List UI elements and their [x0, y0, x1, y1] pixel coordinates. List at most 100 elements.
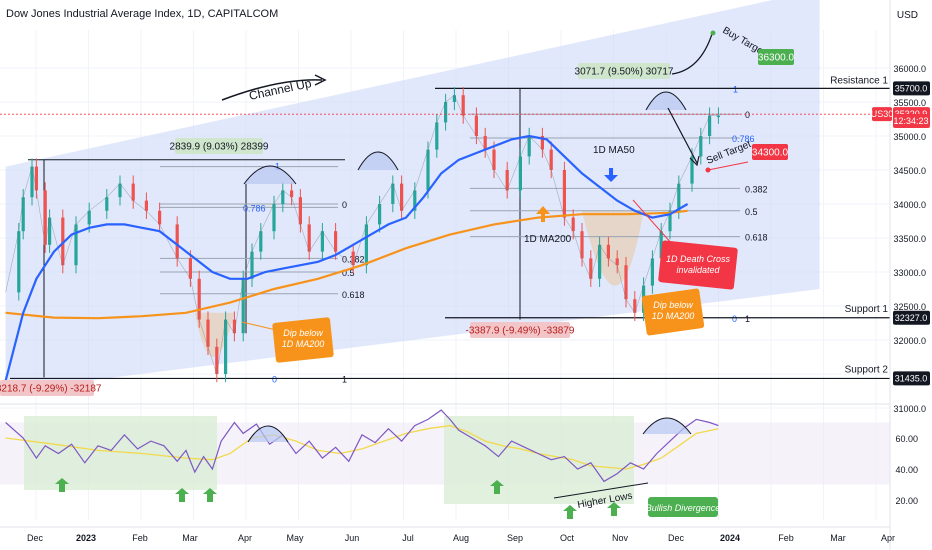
- candle-body-17: [197, 278, 201, 320]
- price-badge-2: 12:34:23: [893, 116, 928, 126]
- time-tick-16: Apr: [881, 533, 895, 543]
- candle-body-38: [426, 149, 430, 191]
- buy-target-value: 36300.0: [758, 53, 795, 64]
- candle-body-32: [351, 251, 355, 266]
- top-arc-2: [645, 91, 687, 111]
- candle-body-7: [61, 217, 65, 266]
- buy-target-dot: [710, 30, 716, 36]
- ma50-line: [4, 134, 689, 382]
- candle-body-23: [250, 251, 254, 279]
- fib-right-label-786: 0.786: [732, 134, 755, 144]
- time-tick-2: Feb: [132, 533, 148, 543]
- fib-right-label-0-bottom: 0: [732, 314, 737, 324]
- measure-mid-label-bg: [175, 138, 263, 154]
- fib-right-label-1-top: 1: [733, 84, 738, 94]
- candle-body-67: [708, 115, 712, 136]
- measure-top-label: 3071.7 (9.50%) 30717: [575, 67, 674, 78]
- candle-body-33: [364, 224, 368, 266]
- candle-body-12: [131, 183, 135, 201]
- sell-target-arrow: [667, 107, 698, 164]
- candle-body-26: [281, 190, 285, 204]
- price-line: [5, 94, 719, 375]
- measure-bottom-label-bg: [470, 322, 570, 338]
- price-tick-5: 33500.0: [893, 234, 926, 244]
- price-tick-10: 31000.0: [893, 404, 926, 414]
- candle-body-16: [188, 258, 192, 279]
- dip-zone-right: [582, 210, 644, 286]
- price-tick-7: 32500.0: [893, 302, 926, 312]
- candle-body-47: [518, 156, 522, 191]
- measure-top-label-bg: [578, 63, 670, 79]
- sell-target-dot: [705, 167, 711, 173]
- candle-body-64: [677, 183, 681, 211]
- price-tick-4: 34000.0: [893, 200, 926, 210]
- candle-body-50: [549, 149, 553, 170]
- ma200-arrow: [536, 206, 550, 222]
- time-tick-3: Mar: [182, 533, 198, 543]
- candle-body-31: [334, 231, 338, 252]
- dip-right-text-1: Dip below: [653, 300, 693, 310]
- bullish-divergence-box: [648, 497, 718, 517]
- candle-body-37: [413, 190, 417, 211]
- candle-body-58: [624, 265, 628, 300]
- dip-right-text-2: 1D MA200: [652, 311, 695, 321]
- sell-target-line: [707, 161, 749, 171]
- bullish-divergence-label: Bullish Divergence: [646, 503, 721, 513]
- time-tick-14: Feb: [778, 533, 794, 543]
- candle-body-9: [87, 210, 91, 225]
- fib-left-label-0: 0: [272, 374, 277, 384]
- candle-body-55: [598, 244, 602, 279]
- candle-body-62: [659, 231, 663, 259]
- rsi-tick-1: 40.00: [895, 465, 918, 475]
- candle-body-45: [492, 149, 496, 170]
- rsi-green-arrow-3: [490, 480, 504, 494]
- price-badge-bg-4: [893, 371, 930, 386]
- candle-body-66: [699, 136, 703, 157]
- resistance-1-label: Resistance 1: [830, 75, 888, 86]
- time-tick-10: Oct: [560, 533, 575, 543]
- ma200-label: 1D MA200: [524, 234, 572, 245]
- fib-right-label-618: 0.618: [745, 233, 768, 243]
- rsi-green-arrow-0: [55, 478, 69, 492]
- candle-body-21: [232, 319, 236, 334]
- time-tick-12: Dec: [668, 533, 685, 543]
- rsi-green-arrow-4: [563, 505, 577, 519]
- death-cross-box: [658, 240, 738, 290]
- candle-body-27: [290, 190, 294, 198]
- candle-body-36: [400, 183, 404, 211]
- candle-body-10: [105, 197, 109, 211]
- ma50-arrow: [604, 168, 618, 182]
- dip-right-box: [641, 288, 705, 336]
- dip-left-pointer: [241, 321, 277, 331]
- measure-bottom-label: -3387.9 (-9.49%) -33879: [466, 326, 575, 337]
- rsi-green-zone-right: [444, 416, 634, 504]
- fib-mid-label-618: 0.618: [342, 290, 365, 300]
- channel-arrow-head: [314, 74, 327, 86]
- currency-label[interactable]: USD: [896, 10, 918, 21]
- candle-body-43: [474, 115, 478, 136]
- candle-body-68: [716, 115, 720, 118]
- candle-body-29: [307, 224, 311, 252]
- sell-target-value-bg: [752, 144, 788, 160]
- time-tick-6: Jun: [345, 533, 360, 543]
- candle-body-54: [589, 258, 593, 279]
- time-tick-7: Jul: [402, 533, 414, 543]
- buy-target-value-bg: [758, 49, 794, 65]
- fib-mid-label-0: 0: [342, 200, 347, 210]
- death-cross-pointer: [632, 199, 673, 245]
- top-arc-1: [357, 151, 399, 171]
- price-badge-bg-2: [893, 114, 930, 129]
- candle-body-14: [158, 210, 162, 225]
- candle-body-3: [30, 166, 34, 198]
- measure-left-label: -3218.7 (-9.29%) -32187: [0, 384, 102, 395]
- candle-body-39: [435, 122, 439, 150]
- fib-mid-label-5: 0.5: [342, 268, 355, 278]
- candle-body-51: [562, 170, 566, 218]
- ma50-label: 1D MA50: [593, 145, 635, 156]
- fib-mid-label-1: 1: [275, 162, 280, 172]
- candle-body-57: [615, 258, 619, 266]
- candle-body-8: [74, 224, 78, 266]
- price-badge-3: 32327.0: [895, 313, 928, 323]
- candle-body-48: [527, 136, 531, 157]
